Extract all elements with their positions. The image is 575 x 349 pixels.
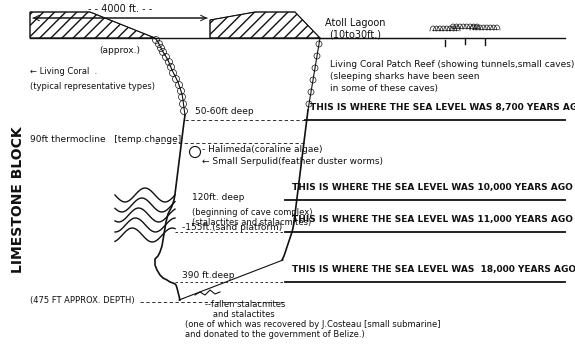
Text: 120ft. deep: 120ft. deep	[192, 193, 244, 201]
Text: LIMESTONE BLOCK: LIMESTONE BLOCK	[11, 127, 25, 273]
Text: (sleeping sharks have been seen: (sleeping sharks have been seen	[330, 72, 480, 81]
Text: -155ft.(sand platform): -155ft.(sand platform)	[182, 223, 282, 232]
Text: 390 ft.deep: 390 ft.deep	[182, 272, 235, 281]
Text: (stalactites and stalacmites): (stalactites and stalacmites)	[192, 218, 311, 227]
Text: and stalactites: and stalactites	[205, 310, 275, 319]
Text: THIS IS WHERE THE SEA LEVEL WAS  18,000 YEARS AGO: THIS IS WHERE THE SEA LEVEL WAS 18,000 Y…	[292, 265, 575, 274]
Text: in some of these caves): in some of these caves)	[330, 84, 438, 93]
Text: - Halimeda(coraline algae): - Halimeda(coraline algae)	[202, 146, 323, 155]
Text: (approx.): (approx.)	[99, 46, 140, 55]
Text: --fallen stalacmites: --fallen stalacmites	[205, 300, 285, 309]
Text: (typical representative types): (typical representative types)	[30, 82, 155, 91]
Text: 50-60ft deep: 50-60ft deep	[195, 107, 254, 116]
Text: and donated to the government of Belize.): and donated to the government of Belize.…	[185, 330, 365, 339]
Text: THIS IS WHERE THE SEA LEVEL WAS 11,000 YEARS AGO: THIS IS WHERE THE SEA LEVEL WAS 11,000 Y…	[292, 215, 573, 224]
Polygon shape	[30, 12, 155, 38]
Text: (475 FT APPROX. DEPTH): (475 FT APPROX. DEPTH)	[30, 296, 135, 304]
Text: ← Living Coral  .: ← Living Coral .	[30, 67, 97, 76]
Text: THIS IS WHERE THE SEA LEVEL WAS 8,700 YEARS AGO: THIS IS WHERE THE SEA LEVEL WAS 8,700 YE…	[310, 103, 575, 112]
Text: THIS IS WHERE THE SEA LEVEL WAS 10,000 YEARS AGO: THIS IS WHERE THE SEA LEVEL WAS 10,000 Y…	[292, 183, 573, 192]
Text: ← Small Serpulid(feather duster worms): ← Small Serpulid(feather duster worms)	[202, 156, 383, 165]
Text: - - 4000 ft. - -: - - 4000 ft. - -	[88, 4, 152, 14]
Text: Atoll Lagoon
(10to30ft.): Atoll Lagoon (10to30ft.)	[325, 18, 385, 39]
Text: 90ft thermocline   [temp.change]: 90ft thermocline [temp.change]	[30, 135, 181, 144]
Text: (one of which was recovered by J.Costeau [small submarine]: (one of which was recovered by J.Costeau…	[185, 320, 440, 329]
Text: (beginning of cave complex): (beginning of cave complex)	[192, 208, 312, 217]
Text: Living Coral Patch Reef (showing tunnels,small caves): Living Coral Patch Reef (showing tunnels…	[330, 60, 574, 69]
Polygon shape	[210, 12, 320, 38]
